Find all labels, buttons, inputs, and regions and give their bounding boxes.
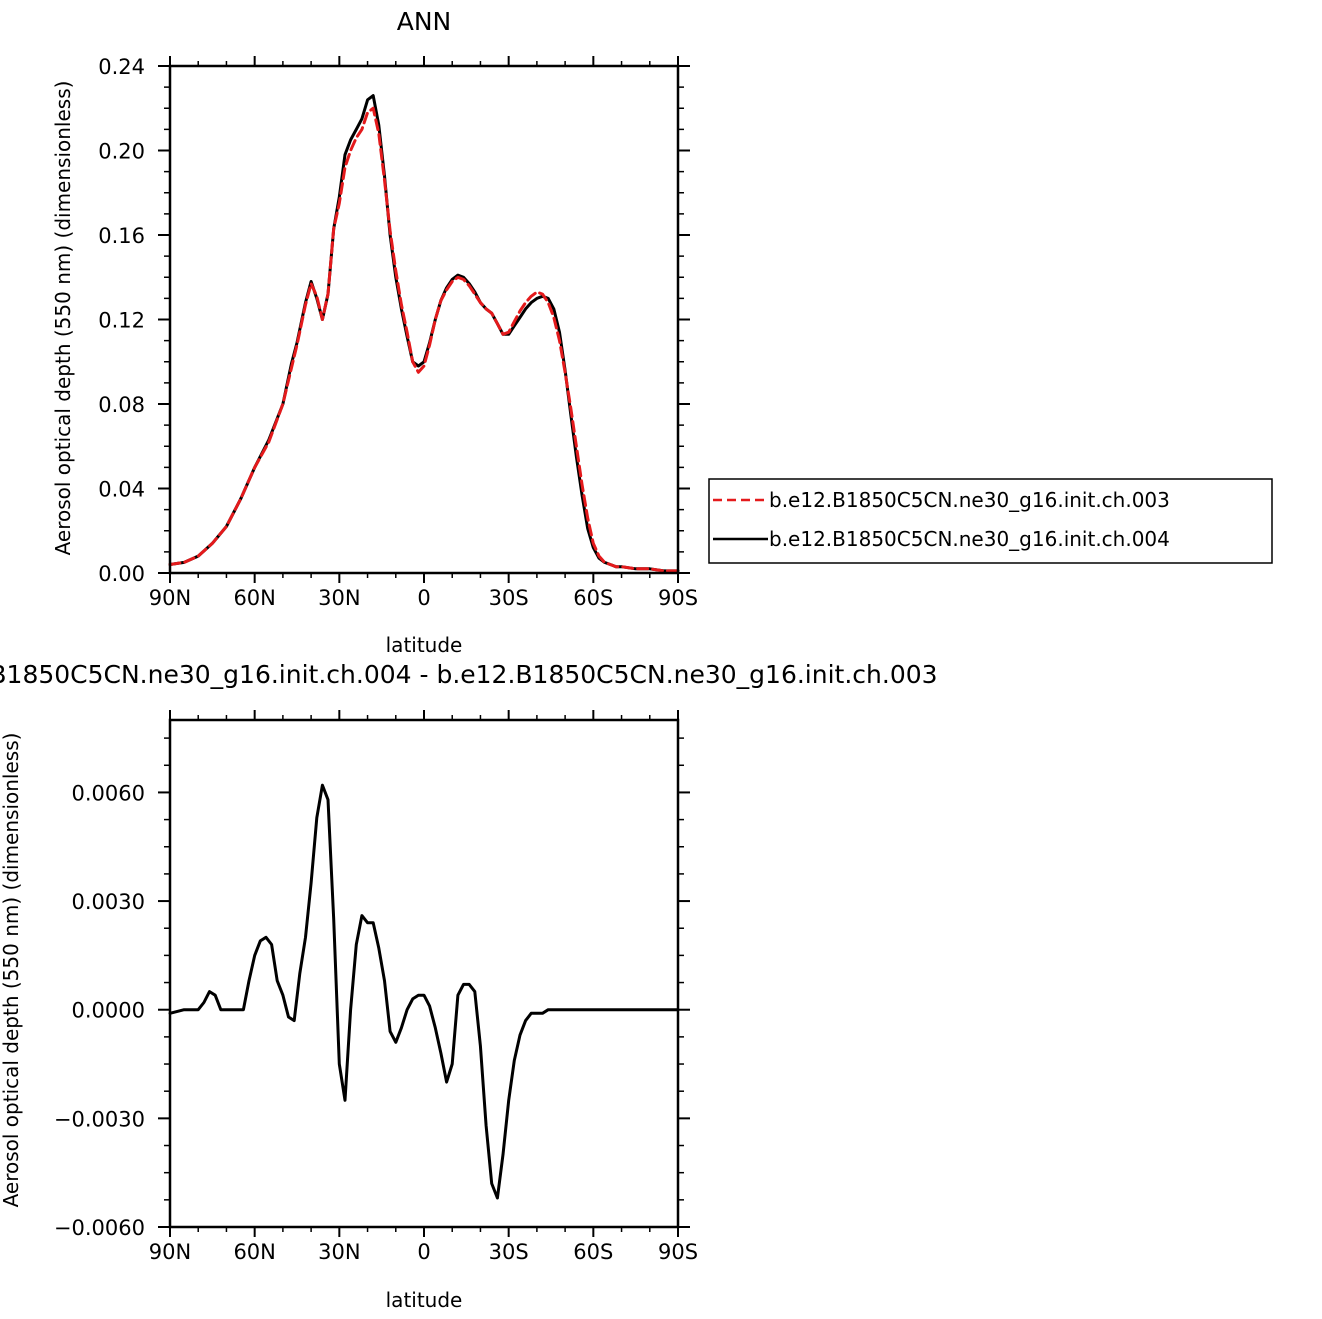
top-x-tick-label: 30S [489, 586, 529, 610]
bottom-x-tick-label: 30S [489, 1240, 529, 1264]
legend-label-003: b.e12.B1850C5CN.ne30_g16.init.ch.003 [769, 488, 1170, 512]
top-x-tick-label: 60N [233, 586, 275, 610]
legend-box [708, 478, 1273, 564]
top-chart-title: ANN [397, 7, 452, 36]
bottom-series-lines [168, 783, 680, 1200]
top-ticks: 90N 60N 30N 0 30S 60S 90S 0.00 0.04 0.08 0.12 0.16 0… [98, 55, 698, 610]
top-x-tick-label: 90N [149, 586, 191, 610]
top-plot-frame [168, 64, 680, 575]
bottom-x-tick-label: 30N [318, 1240, 360, 1264]
bottom-y-tick-label: 0.0000 [72, 999, 145, 1023]
top-y-tick-label: 0.16 [98, 224, 145, 248]
top-y-tick-label: 0.12 [98, 309, 145, 333]
bottom-x-axis-label: latitude [386, 1288, 463, 1312]
bottom-y-tick-label: 0.0030 [72, 890, 145, 914]
bottom-chart-title: b.e12.B1850C5CN.ne30_g16.init.ch.004 - b… [0, 660, 938, 689]
bottom-series-line-0 [168, 783, 680, 1200]
top-y-axis-label: Aerosol optical depth (550 nm) (dimensio… [51, 81, 75, 556]
legend: b.e12.B1850C5CN.ne30_g16.init.ch.003 b.e… [708, 478, 1273, 564]
bottom-y-tick-label: −0.0030 [54, 1107, 145, 1131]
top-series-line-1 [168, 94, 680, 573]
top-series-line-0 [168, 106, 680, 573]
top-series-lines [168, 94, 680, 573]
bottom-x-tick-label: 0 [417, 1240, 430, 1264]
top-x-tick-label: 60S [573, 586, 613, 610]
top-x-tick-label: 0 [417, 586, 430, 610]
bottom-x-tick-label: 90S [658, 1240, 698, 1264]
bottom-x-tick-label: 60N [233, 1240, 275, 1264]
top-x-tick-label: 30N [318, 586, 360, 610]
top-x-axis-label: latitude [386, 633, 463, 657]
top-y-tick-label: 0.20 [98, 140, 145, 164]
panel-top: ANN latitude Aerosol optical depth (550 … [51, 7, 698, 657]
panel-bottom: b.e12.B1850C5CN.ne30_g16.init.ch.004 - b… [0, 660, 938, 1312]
bottom-y-axis-label: Aerosol optical depth (550 nm) (dimensio… [0, 733, 23, 1208]
top-y-tick-label: 0.04 [98, 478, 145, 502]
bottom-ticks: 90N 60N 30N 0 30S 60S 90S −0.0060 −0.0030 0.0000 0… [54, 710, 698, 1264]
bottom-y-tick-label: 0.0060 [72, 781, 145, 805]
top-x-tick-label: 90S [658, 586, 698, 610]
top-y-tick-label: 0.24 [98, 55, 145, 79]
bottom-x-tick-label: 60S [573, 1240, 613, 1264]
top-y-tick-label: 0.00 [98, 562, 145, 586]
bottom-y-tick-label: −0.0060 [54, 1216, 145, 1240]
legend-label-004: b.e12.B1850C5CN.ne30_g16.init.ch.004 [769, 527, 1170, 551]
bottom-plot-frame [168, 718, 680, 1229]
bottom-x-tick-label: 90N [149, 1240, 191, 1264]
top-y-tick-label: 0.08 [98, 393, 145, 417]
